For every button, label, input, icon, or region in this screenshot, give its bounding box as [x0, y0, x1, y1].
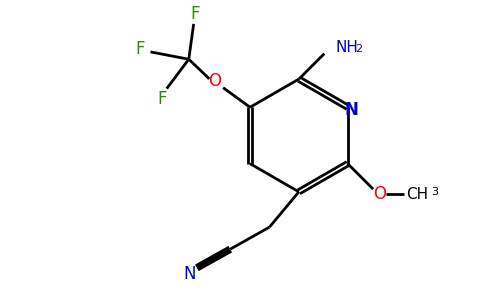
Text: F: F [190, 5, 199, 23]
Text: 2: 2 [355, 44, 362, 54]
Text: O: O [208, 72, 221, 90]
Text: N: N [184, 265, 197, 283]
Text: 3: 3 [431, 187, 438, 197]
Text: O: O [374, 185, 387, 203]
Text: F: F [157, 90, 166, 108]
Text: CH: CH [406, 187, 428, 202]
Text: F: F [135, 40, 145, 58]
Text: NH: NH [335, 40, 358, 55]
Text: N: N [345, 101, 359, 119]
